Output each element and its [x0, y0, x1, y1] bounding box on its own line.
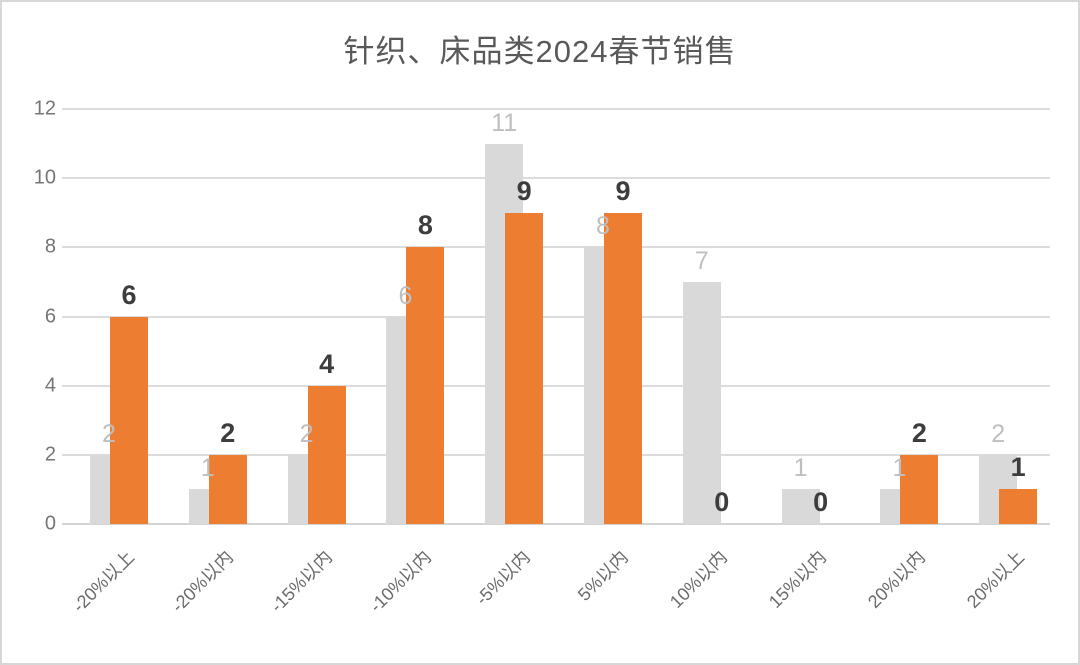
- gridline-12: [62, 108, 1050, 110]
- gridline-2: [62, 453, 1050, 456]
- gridline-6: [62, 315, 1050, 318]
- gridline-8: [62, 246, 1050, 249]
- data-label-series1--20%以上: 2: [102, 419, 116, 448]
- x-axis-labels: -20%以上 -20%以内 -15%以内 -10%以内 -5%以内 5%以内 10%以内 15…: [62, 530, 1050, 650]
- chart-title: 针织、床品类2024春节销售: [343, 34, 737, 69]
- gridline-0: [62, 523, 1050, 525]
- y-tick-label-6: 6: [44, 305, 56, 327]
- bar-series1-15%以内: [781, 489, 820, 524]
- data-label-series2-20%以上: 1: [1010, 452, 1026, 483]
- bar-series2--20%以内: [208, 454, 247, 524]
- x-tick-label-10%以内: 10%以内: [666, 546, 732, 612]
- plot-area: 0 2 4 6 8 10 12 2 1 2 6 11 8 7 1 1 2 6 2 4 8 9 9 0 0 2 1: [34, 98, 1050, 535]
- x-tick-label-15%以内: 15%以内: [764, 546, 830, 612]
- x-tick-label--20%以上: -20%以上: [69, 546, 139, 617]
- y-tick-label-0: 0: [44, 512, 56, 535]
- data-label-series2-20%以内: 2: [911, 417, 927, 448]
- bar-series2--5%以内: [505, 212, 544, 524]
- y-tick-label-2: 2: [44, 443, 56, 466]
- data-label-series1-10%以内: 7: [694, 246, 709, 275]
- data-label-series1--15%以内: 2: [299, 419, 314, 448]
- y-tick-label-12: 12: [33, 97, 56, 120]
- x-tick-label-5%以内: 5%以内: [574, 546, 633, 605]
- data-label-series1-5%以内: 8: [596, 212, 610, 241]
- bar-series2--20%以上: [110, 316, 148, 524]
- x-tick-label-20%以内: 20%以内: [863, 546, 929, 612]
- data-label-series1-20%以上: 2: [991, 419, 1006, 448]
- data-label-series1--20%以内: 1: [200, 454, 215, 483]
- data-label-series2-10%以内: 0: [714, 487, 730, 517]
- data-label-series2-15%以内: 0: [813, 487, 829, 517]
- bar-series2-5%以内: [604, 212, 642, 524]
- x-tick-label--20%以内: -20%以内: [167, 546, 238, 617]
- bar-series2-20%以上: [999, 489, 1038, 524]
- gridline-4: [62, 384, 1050, 387]
- x-tick-label--10%以内: -10%以内: [365, 546, 435, 617]
- y-tick-label-4: 4: [44, 374, 56, 397]
- data-label-series2-5%以内: 9: [615, 175, 631, 206]
- data-label-series1--5%以内: 11: [491, 108, 518, 137]
- x-tick-label-20%以上: 20%以上: [962, 546, 1028, 612]
- data-label-series2--10%以内: 8: [417, 210, 433, 241]
- data-label-series2--5%以内: 9: [516, 175, 532, 206]
- data-label-series1-20%以内: 1: [892, 454, 907, 483]
- y-tick-label-8: 8: [44, 235, 56, 258]
- bar-series2--15%以内: [307, 385, 346, 524]
- x-tick-label--5%以内: -5%以内: [471, 546, 534, 610]
- x-tick-label--15%以内: -15%以内: [266, 546, 336, 617]
- bar-series2-20%以内: [900, 454, 939, 524]
- data-label-series1-15%以内: 1: [793, 454, 808, 483]
- data-label-series2--20%以内: 2: [220, 417, 236, 448]
- gridline-10: [62, 177, 1050, 180]
- bar-series1-10%以内: [682, 281, 721, 524]
- bar-series2--10%以内: [406, 247, 445, 524]
- data-label-series2--15%以内: 4: [319, 348, 335, 379]
- data-label-series1--10%以内: 6: [398, 281, 413, 310]
- y-tick-label-10: 10: [33, 166, 56, 189]
- data-label-series2--20%以上: 6: [121, 279, 137, 310]
